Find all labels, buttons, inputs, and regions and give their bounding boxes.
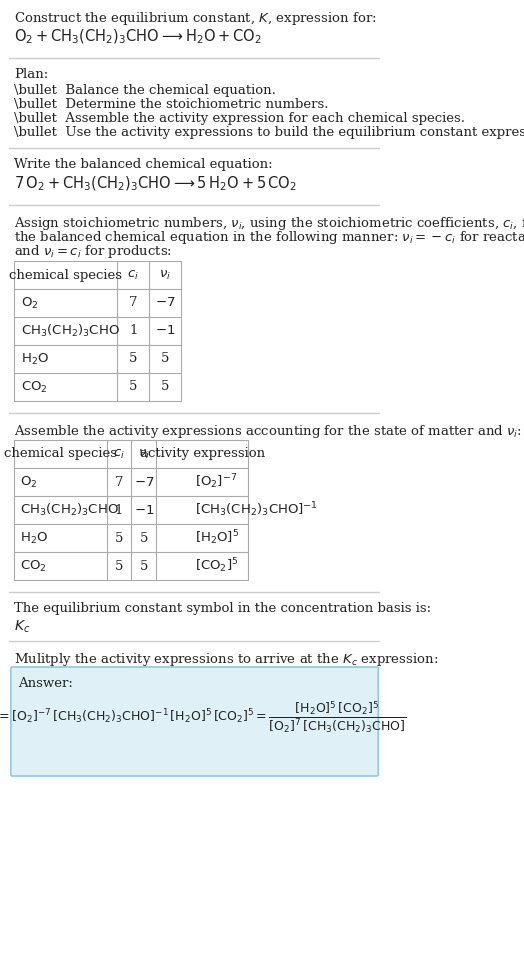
Text: $\mathrm{O_2}$: $\mathrm{O_2}$ [20,475,37,489]
Text: Construct the equilibrium constant, $K$, expression for:: Construct the equilibrium constant, $K$,… [14,10,377,27]
Text: 5: 5 [129,352,137,366]
Text: $K_c$: $K_c$ [14,619,30,635]
Text: $-7$: $-7$ [134,476,154,488]
Text: Assemble the activity expressions accounting for the state of matter and $\nu_i$: Assemble the activity expressions accoun… [14,423,522,440]
Text: $[\mathrm{H_2O}]^{5}$: $[\mathrm{H_2O}]^{5}$ [195,529,239,547]
Text: $[\mathrm{CH_3(CH_2)_3CHO}]^{-1}$: $[\mathrm{CH_3(CH_2)_3CHO}]^{-1}$ [195,501,318,519]
Text: \bullet  Determine the stoichiometric numbers.: \bullet Determine the stoichiometric num… [14,98,329,111]
Text: \bullet  Use the activity expressions to build the equilibrium constant expressi: \bullet Use the activity expressions to … [14,126,524,139]
Text: $\nu_i$: $\nu_i$ [138,448,150,460]
Text: 7: 7 [115,476,123,488]
Text: $\mathrm{7\,O_2 + CH_3(CH_2)_3CHO \longrightarrow 5\,H_2O + 5\,CO_2}$: $\mathrm{7\,O_2 + CH_3(CH_2)_3CHO \longr… [14,175,297,193]
Text: Plan:: Plan: [14,68,49,81]
Text: $\mathrm{CO_2}$: $\mathrm{CO_2}$ [21,379,48,395]
Text: The equilibrium constant symbol in the concentration basis is:: The equilibrium constant symbol in the c… [14,602,431,615]
Text: $c_i$: $c_i$ [127,268,139,282]
Text: $-7$: $-7$ [155,296,176,310]
Text: Mulitply the activity expressions to arrive at the $K_c$ expression:: Mulitply the activity expressions to arr… [14,651,439,668]
Bar [14,261,181,401]
Text: Answer:: Answer: [18,677,73,690]
Text: 5: 5 [161,380,169,394]
Text: \bullet  Balance the chemical equation.: \bullet Balance the chemical equation. [14,84,276,97]
Text: activity expression: activity expression [140,448,265,460]
Text: 5: 5 [115,560,123,572]
Text: $\mathrm{O_2 + CH_3(CH_2)_3CHO \longrightarrow H_2O + CO_2}$: $\mathrm{O_2 + CH_3(CH_2)_3CHO \longrigh… [14,28,263,46]
Text: 5: 5 [139,532,148,544]
Text: $-1$: $-1$ [134,504,154,516]
Text: $\nu_i$: $\nu_i$ [159,268,171,282]
Text: \bullet  Assemble the activity expression for each chemical species.: \bullet Assemble the activity expression… [14,112,465,125]
Text: $K_c = [\mathrm{O_2}]^{-7}\,[\mathrm{CH_3(CH_2)_3CHO}]^{-1}\,[\mathrm{H_2O}]^{5}: $K_c = [\mathrm{O_2}]^{-7}\,[\mathrm{CH_… [0,699,406,735]
Text: 5: 5 [139,560,148,572]
Text: 1: 1 [129,324,137,338]
Text: $-1$: $-1$ [155,324,175,338]
Text: $\mathrm{CH_3(CH_2)_3CHO}$: $\mathrm{CH_3(CH_2)_3CHO}$ [21,323,121,339]
Text: 1: 1 [115,504,123,516]
Text: $\mathrm{CH_3(CH_2)_3CHO}$: $\mathrm{CH_3(CH_2)_3CHO}$ [20,502,119,518]
Text: 5: 5 [129,380,137,394]
Text: chemical species: chemical species [4,448,117,460]
Text: Assign stoichiometric numbers, $\nu_i$, using the stoichiometric coefficients, $: Assign stoichiometric numbers, $\nu_i$, … [14,215,524,232]
Text: $\mathrm{CO_2}$: $\mathrm{CO_2}$ [20,559,47,573]
Text: $\mathrm{H_2O}$: $\mathrm{H_2O}$ [21,351,49,367]
Text: $\mathrm{H_2O}$: $\mathrm{H_2O}$ [20,531,48,545]
Text: 7: 7 [129,296,137,310]
Text: 5: 5 [115,532,123,544]
Text: $c_i$: $c_i$ [113,448,125,460]
Text: 5: 5 [161,352,169,366]
Text: chemical species: chemical species [9,268,122,282]
Text: $\mathrm{O_2}$: $\mathrm{O_2}$ [21,295,39,311]
Text: Write the balanced chemical equation:: Write the balanced chemical equation: [14,158,273,171]
Text: and $\nu_i = c_i$ for products:: and $\nu_i = c_i$ for products: [14,243,172,260]
FancyBboxPatch shape [11,667,378,776]
Text: the balanced chemical equation in the following manner: $\nu_i = -c_i$ for react: the balanced chemical equation in the fo… [14,229,524,246]
Text: $[\mathrm{O_2}]^{-7}$: $[\mathrm{O_2}]^{-7}$ [195,473,237,491]
Bar [14,440,248,580]
Text: $[\mathrm{CO_2}]^{5}$: $[\mathrm{CO_2}]^{5}$ [195,557,239,575]
